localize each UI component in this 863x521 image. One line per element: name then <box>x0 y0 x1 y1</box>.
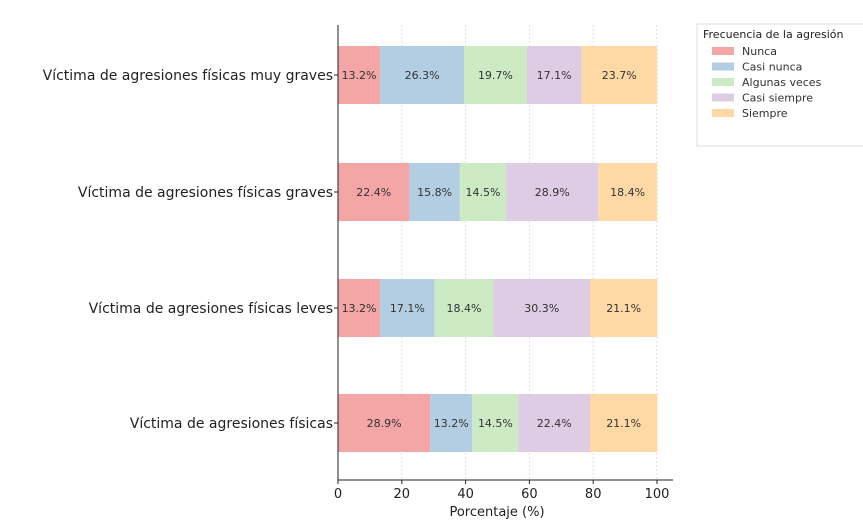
bar-segment <box>506 163 599 221</box>
bar-value-label: 23.7% <box>602 69 637 82</box>
x-axis-title: Porcentaje (%) <box>449 505 544 520</box>
legend-title: Frecuencia de la agresión <box>703 28 844 41</box>
x-ticks: 0 20 40 60 80 100 <box>334 480 670 502</box>
x-tick-label: 60 <box>521 487 538 502</box>
bar-segment <box>459 163 507 221</box>
bar-value-label: 30.3% <box>524 302 559 315</box>
legend-swatch <box>712 62 734 71</box>
bar-value-label: 28.9% <box>535 186 570 199</box>
legend-swatch <box>712 78 734 86</box>
legend-swatch <box>712 93 734 102</box>
bar-segment <box>434 279 494 337</box>
category-labels: Víctima de agresiones físicas muy graves… <box>43 68 333 432</box>
bar-value-label: 28.9% <box>367 417 402 430</box>
category-label: Víctima de agresiones físicas graves <box>78 185 333 201</box>
bar-segment <box>598 163 657 221</box>
bar-segment <box>430 394 473 452</box>
data-labels: 13.2% 26.3% 19.7% 17.1% 23.7% 22.4% 15.8% 14.5%… <box>342 69 646 430</box>
bar-value-label: 26.3% <box>405 69 440 82</box>
legend-label: Algunas veces <box>742 76 822 89</box>
bar-value-label: 21.1% <box>606 417 641 430</box>
bar-segment <box>380 279 435 337</box>
bar-segment <box>338 46 381 104</box>
legend-label: Casi siempre <box>742 92 813 105</box>
bar-segment <box>590 279 658 337</box>
category-label: Víctima de agresiones físicas muy graves <box>43 68 333 84</box>
bar-value-label: 13.2% <box>342 302 377 315</box>
bar-segment <box>409 163 460 221</box>
bar-value-label: 19.7% <box>478 69 513 82</box>
legend-label: Nunca <box>742 45 777 58</box>
x-tick-label: 100 <box>645 487 670 502</box>
bar-value-label: 21.1% <box>606 302 641 315</box>
bar-segment <box>493 279 591 337</box>
bar-segment <box>472 394 519 452</box>
legend-swatch <box>712 109 734 117</box>
bar-value-label: 14.5% <box>466 186 501 199</box>
bar-segment <box>590 394 658 452</box>
x-tick-label: 40 <box>457 487 474 502</box>
bar-value-label: 13.2% <box>342 69 377 82</box>
bar-segment <box>464 46 527 104</box>
bar-value-label: 14.5% <box>478 417 513 430</box>
bar-value-label: 17.1% <box>537 69 572 82</box>
legend-label: Casi nunca <box>742 61 802 74</box>
x-tick-label: 20 <box>394 487 411 502</box>
bar-value-label: 17.1% <box>390 302 425 315</box>
axes <box>334 25 673 481</box>
bar-value-label: 18.4% <box>610 186 645 199</box>
bar-segment <box>526 46 582 104</box>
bar-segment <box>338 279 381 337</box>
x-tick-label: 80 <box>585 487 602 502</box>
bar-segment <box>581 46 657 104</box>
bars <box>338 46 658 452</box>
legend-label: Siempre <box>742 107 788 120</box>
legend: Frecuencia de la agresión Nunca Casi nunc… <box>696 23 863 147</box>
bar-value-label: 18.4% <box>447 302 482 315</box>
bar-segment <box>338 163 410 221</box>
x-tick-label: 0 <box>334 487 342 502</box>
category-label: Víctima de agresiones físicas leves <box>89 301 333 317</box>
bar-segment <box>338 394 431 452</box>
bar-segment <box>518 394 591 452</box>
bar-value-label: 13.2% <box>434 417 469 430</box>
legend-swatch <box>712 47 734 55</box>
bar-value-label: 22.4% <box>356 186 391 199</box>
bar-value-label: 22.4% <box>537 417 572 430</box>
bar-value-label: 15.8% <box>417 186 452 199</box>
bar-segment <box>380 46 465 104</box>
category-label: Víctima de agresiones físicas <box>130 416 333 432</box>
